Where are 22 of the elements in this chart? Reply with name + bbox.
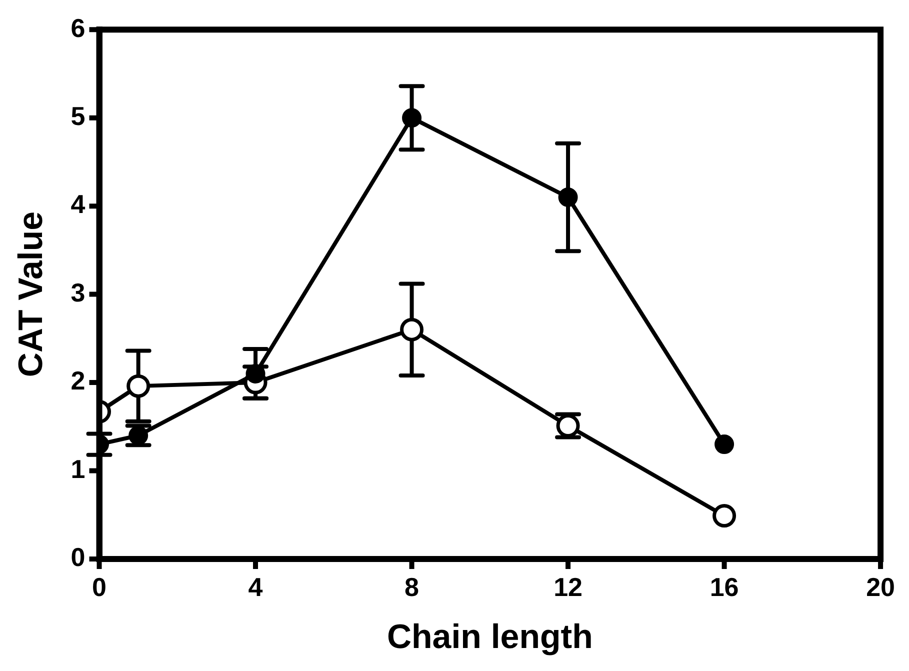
- x-tick-label: 0: [92, 572, 106, 602]
- y-tick-label: 6: [70, 12, 86, 43]
- x-tick-label: 4: [248, 572, 264, 602]
- x-tick-label: 16: [710, 572, 739, 602]
- point: [126, 374, 150, 398]
- y-axis-title: CAT Value: [12, 211, 50, 378]
- point: [712, 504, 736, 528]
- y-tick-label: 0: [70, 542, 86, 572]
- point: [714, 434, 734, 454]
- point: [400, 318, 424, 342]
- y-tick-label: 1: [70, 454, 86, 484]
- point: [558, 187, 578, 207]
- y-tick-label: 3: [70, 277, 86, 308]
- x-tick-label: 12: [554, 572, 582, 602]
- y-tick-label: 2: [70, 366, 86, 396]
- point: [402, 108, 422, 128]
- x-tick-label: 8: [404, 572, 420, 602]
- y-tick-label: 4: [70, 189, 86, 220]
- x-axis-title: Chain length: [386, 618, 593, 656]
- y-tick-label: 5: [70, 101, 86, 132]
- point: [246, 364, 266, 384]
- x-tick-label: 20: [866, 572, 895, 602]
